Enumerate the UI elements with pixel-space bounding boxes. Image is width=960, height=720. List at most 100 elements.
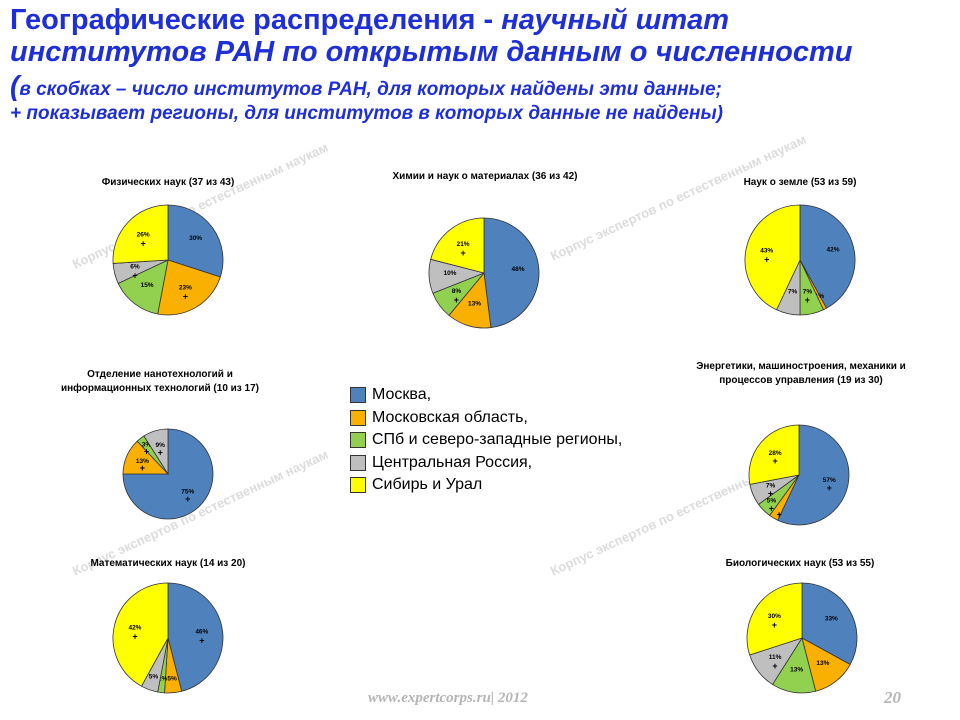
title-line-1: Географические распределения - научный ш… (10, 4, 730, 36)
pie-data-label: 15% (141, 282, 154, 289)
pie-data-label: 42% (128, 625, 141, 632)
pie-data-label: 1% (815, 293, 825, 300)
pie-data-label: 13% (136, 458, 149, 465)
page-number: 20 (884, 688, 901, 707)
chart-title-chemistry: Химии и наук о материалах (36 из 42) (392, 171, 578, 182)
pie-chart-earth: 42%1%7%+7%43%+ (744, 204, 856, 316)
pie-data-label: 9% (156, 442, 166, 449)
pie-plus-marker: + (144, 447, 149, 457)
legend-item-moscow: Москва, (350, 384, 622, 407)
pie-data-label: 8% (452, 288, 462, 295)
title-note-2: + показывает регионы, для институтов в к… (10, 102, 723, 124)
legend-label: Московская область, (372, 408, 528, 426)
legend-label: Центральная Россия, (372, 453, 533, 471)
pie-slice (777, 424, 850, 526)
pie-data-label: 13% (468, 301, 481, 308)
pie-slice (746, 582, 803, 656)
pie-chart-physics: 30%23%+15%6%+26%+ (112, 204, 224, 316)
pie-slice (143, 428, 169, 476)
pie-data-label: 30% (189, 235, 202, 242)
pie-plus-marker: + (764, 254, 769, 264)
pie-data-label: 75% (181, 489, 194, 496)
pie-chart-math: 46%+5%2%5%42%+ (112, 582, 224, 694)
pie-chart-nanotech: 75%+13%+3%+9%+ (122, 428, 214, 520)
pie-plus-marker: + (158, 447, 163, 457)
pie-plus-marker: + (140, 463, 145, 473)
legend-swatch (350, 409, 366, 426)
legend-label: Москва, (372, 386, 432, 404)
pie-slice (748, 424, 800, 485)
pie-data-label: 5% (149, 673, 159, 680)
legend-item-moscow-region: Московская область, (350, 407, 622, 430)
pie-data-label: 10% (443, 270, 456, 277)
legend-swatch (350, 387, 366, 404)
pie-data-label: 43% (760, 248, 773, 255)
pie-slice (112, 582, 169, 687)
pie-slice (167, 204, 224, 278)
pie-data-label: 28% (769, 450, 782, 457)
legend-item-spb-northwest: СПб и северо-западные регионы, (350, 429, 622, 452)
pie-plus-marker: + (777, 510, 782, 520)
pie-slice (167, 582, 224, 692)
pie-data-label: 7% (803, 288, 813, 295)
pie-data-label: 11% (769, 654, 782, 661)
pie-data-label: 6% (130, 263, 140, 270)
pie-plus-marker: + (454, 295, 459, 305)
pie-data-label: 7% (766, 482, 776, 489)
legend-swatch (350, 454, 366, 471)
pie-slice (483, 217, 540, 329)
pie-data-label: 13% (816, 660, 829, 667)
pie-slice (799, 204, 856, 309)
chart-title-physics: Физических наук (37 из 43) (101, 177, 235, 188)
pie-slice (122, 428, 214, 520)
pie-data-label: 5% (767, 498, 777, 505)
pie-chart-chemistry: 48%13%8%+10%21%+ (428, 217, 540, 329)
pie-plus-marker: + (185, 494, 190, 504)
pie-plus-marker: + (141, 239, 146, 249)
pie-plus-marker: + (132, 631, 137, 641)
pie-slice (112, 204, 169, 264)
legend-item-siberia-ural: Сибирь и Урал (350, 474, 622, 497)
pie-plus-marker: + (132, 270, 137, 280)
legend-label: СПб и северо-западные регионы, (372, 431, 623, 449)
pie-slice (801, 582, 858, 666)
pie-data-label: 48% (512, 266, 525, 273)
chart-title-math: Математических наук (14 из 20) (90, 558, 246, 569)
title-line-2: институтов РАН по открытым данным о числ… (10, 36, 853, 69)
pie-chart-biology: 33%13%13%11%+30%+ (746, 582, 858, 694)
pie-data-label: 7% (788, 288, 798, 295)
pie-data-label: 30% (768, 613, 781, 620)
pie-data-label: 23% (179, 284, 192, 291)
pie-slice (157, 259, 221, 316)
footer-site: www.expertcorps.ru| 2012 (368, 690, 528, 706)
pie-slice (744, 204, 801, 311)
pie-data-label: 57% (823, 477, 836, 484)
pie-data-label: 2% (158, 676, 168, 683)
pie-plus-marker: + (768, 488, 773, 498)
pie-plus-marker: + (772, 456, 777, 466)
pie-plus-marker: + (460, 248, 465, 258)
legend-label: Сибирь и Урал (372, 476, 483, 494)
chart-title-earth: Наук о земле (53 из 59) (743, 177, 857, 188)
pie-slice (117, 259, 169, 315)
pie-slice (430, 217, 485, 274)
pie-data-label: 46% (195, 629, 208, 636)
pie-plus-marker: + (769, 504, 774, 514)
pie-plus-marker: + (183, 291, 188, 301)
chart-title-energy: Энергетики, машиностроения, механики и п… (696, 361, 906, 386)
chart-title-biology: Биологических наук (53 из 55) (725, 558, 875, 569)
pie-data-label: 33% (825, 616, 838, 623)
pie-plus-marker: + (772, 620, 777, 630)
pie-data-label: 5% (167, 676, 177, 683)
slide-title: Географические распределения - научный ш… (10, 4, 950, 125)
pie-data-label: 13% (790, 667, 803, 674)
pie-plus-marker: + (805, 295, 810, 305)
legend-swatch (350, 477, 366, 494)
pie-plus-marker: + (827, 483, 832, 493)
pie-data-label: 42% (827, 247, 840, 254)
pie-data-label: 21% (457, 241, 470, 248)
title-note-1: (в скобках – число институтов РАН, для к… (10, 69, 722, 101)
legend-swatch (350, 432, 366, 449)
pie-data-label: 3% (142, 441, 152, 448)
chart-title-nanotech: Отделение нанотехнологий и информационны… (60, 369, 260, 394)
